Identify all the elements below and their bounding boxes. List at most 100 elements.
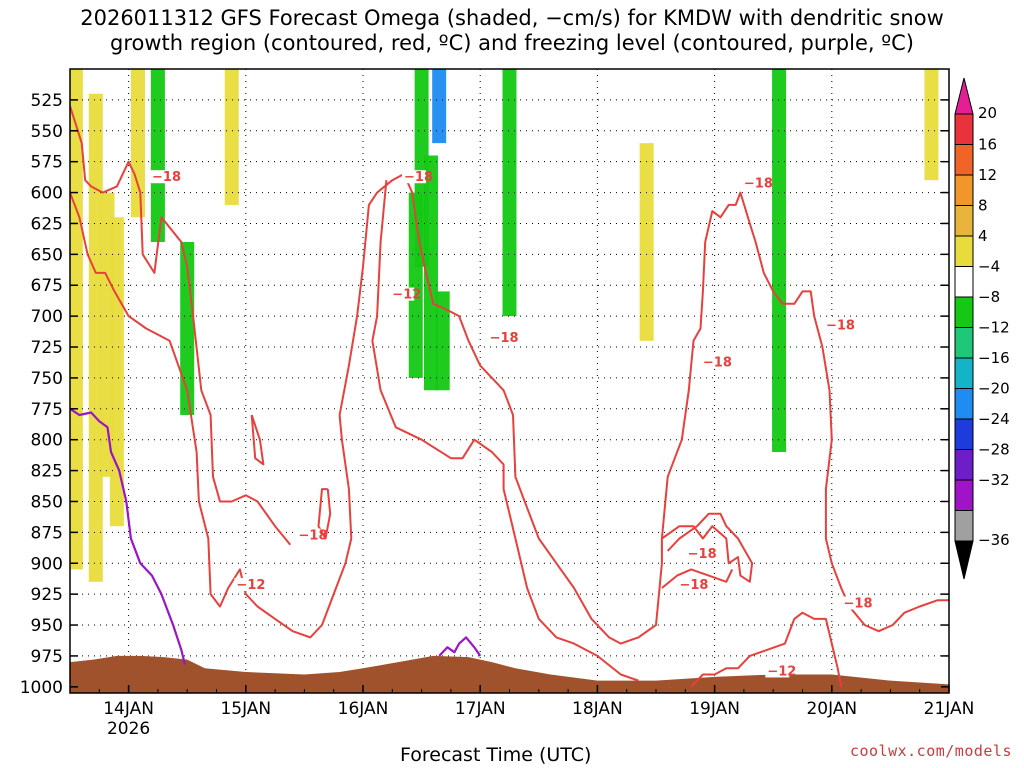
colorbar-swatch-8 [954,357,974,389]
contour-label-bg-2 [390,287,415,301]
y-tick-label-18: 975 [31,647,63,667]
omega-shade-3 [109,217,124,527]
colorbar-swatch-4 [954,235,974,267]
omega-shade-11 [432,69,447,144]
colorbar-label-12: −32 [978,471,1010,489]
omega-shade-1 [88,93,103,582]
contour-label-12: −12 [767,664,796,679]
colorbar-label-9: −20 [978,380,1010,398]
x-tick-label-2: 16JAN [338,699,389,719]
omega-shade-0 [70,69,83,570]
colorbar-swatch-0 [954,113,974,145]
contour-label-1: −18 [404,170,433,185]
colorbar-swatch-2 [954,174,974,206]
omega-shade-4 [130,69,145,218]
colorbar-swatch-1 [954,144,974,176]
y-tick-label-13: 850 [31,492,63,512]
contour-label-bg-7 [741,176,766,190]
colorbar-label-7: −12 [978,319,1010,337]
y-tick-label-11: 800 [31,431,63,451]
chart-title: 2026011312 GFS Forecast Omega (shaded, −… [0,6,1024,56]
omega-shade-14 [639,143,654,341]
omega-shade-7 [224,69,239,205]
y-tick-label-9: 750 [31,369,63,389]
colorbar-label-4: 4 [978,227,988,245]
omega-shade-15 [772,69,787,453]
colorbar-swatch-10 [954,418,974,450]
y-tick-label-19: 1000 [20,678,63,698]
colorbar-label-2: 12 [978,166,997,184]
y-tick-label-8: 725 [31,338,63,358]
freezing-level-0 [70,407,186,665]
x-tick-label-0: 14JAN [103,699,154,719]
contour-label-8: −18 [826,318,855,333]
colorbar-label-11: −28 [978,441,1010,459]
omega-shade-10 [423,155,438,391]
contour-label-bg-3 [487,330,512,344]
contour-label-bg-1 [402,170,427,184]
y-tick-label-15: 900 [31,554,63,574]
contour-label-bg-10 [677,577,702,591]
y-tick-label-10: 775 [31,400,63,420]
freezing-level-1 [438,636,482,657]
terrain-layer [70,655,949,693]
x-axis-label: Forecast Time (UTC) [400,744,592,766]
colorbar-label-10: −24 [978,410,1010,428]
contour-label-11: −18 [844,597,873,612]
omega-shade-13 [502,69,517,317]
contour-label-10: −18 [679,578,708,593]
contour-label-3: −18 [490,331,519,346]
colorbar: 20 16 12 8 4 −4 −8 −12 −16 −20 −24 −28 −32 −36 [954,77,1010,580]
colorbar-label-0: 20 [978,104,997,122]
colorbar-swatch-5 [954,266,974,298]
colorbar-label-8: −16 [978,349,1010,367]
contour-label-9: −18 [688,547,717,562]
contour-labels-layer: −18 −18 −12 −18 −18 −12 −18 −18 −18 −18 −18 −18 −12 [150,170,873,679]
credit-text: coolwx.com/models [849,742,1012,760]
red-contour-7 [690,611,843,688]
x-tick-label-6: 20JAN [806,699,857,719]
contour-label-bg-8 [823,318,848,332]
y-axis: 525 550 575 600 625 650 675 700 725 750 775 800 825 8… [20,91,949,698]
y-tick-label-2: 575 [31,153,63,173]
contour-label-2: −12 [392,288,421,303]
chart-title-line2: growth region (contoured, red, ºC) and f… [110,31,914,55]
omega-shade-16 [924,69,939,181]
red-contours-layer [70,105,949,688]
colorbar-swatch-6 [954,296,974,328]
contour-label-bg-5 [234,577,259,591]
colorbar-label-5: −4 [978,258,1000,276]
y-tick-label-6: 675 [31,276,63,296]
x-tick-label-3: 17JAN [455,699,506,719]
colorbar-swatch-13 [954,510,974,542]
colorbar-label-3: 8 [978,197,988,215]
chart-title-line1: 2026011312 GFS Forecast Omega (shaded, −… [80,6,944,30]
contour-label-bg-12 [765,664,790,678]
colorbar-swatch-11 [954,449,974,481]
contour-label-bg-11 [841,596,866,610]
y-tick-label-0: 525 [31,91,63,111]
red-contour-3 [317,488,332,540]
contour-label-0: −18 [152,170,181,185]
contour-label-6: −18 [703,356,732,371]
x-tick-sublabel-0: 2026 [107,719,150,739]
y-tick-label-7: 700 [31,307,63,327]
contour-label-bg-4 [296,528,321,542]
contour-label-4: −18 [299,529,328,544]
contour-label-7: −18 [744,176,773,191]
red-contour-6 [661,568,734,589]
omega-shade-12 [435,291,450,391]
colorbar-bottom-arrow [954,540,974,580]
y-tick-label-3: 600 [31,184,63,204]
colorbar-top-arrow [954,77,974,115]
x-tick-label-4: 18JAN [572,699,623,719]
contour-label-5: −12 [236,578,265,593]
colorbar-swatch-3 [954,205,974,237]
colorbar-label-1: 16 [978,136,997,154]
y-tick-label-1: 550 [31,122,63,142]
colorbar-swatch-12 [954,479,974,511]
terrain-surface [70,655,949,693]
x-tick-label-1: 15JAN [220,699,271,719]
